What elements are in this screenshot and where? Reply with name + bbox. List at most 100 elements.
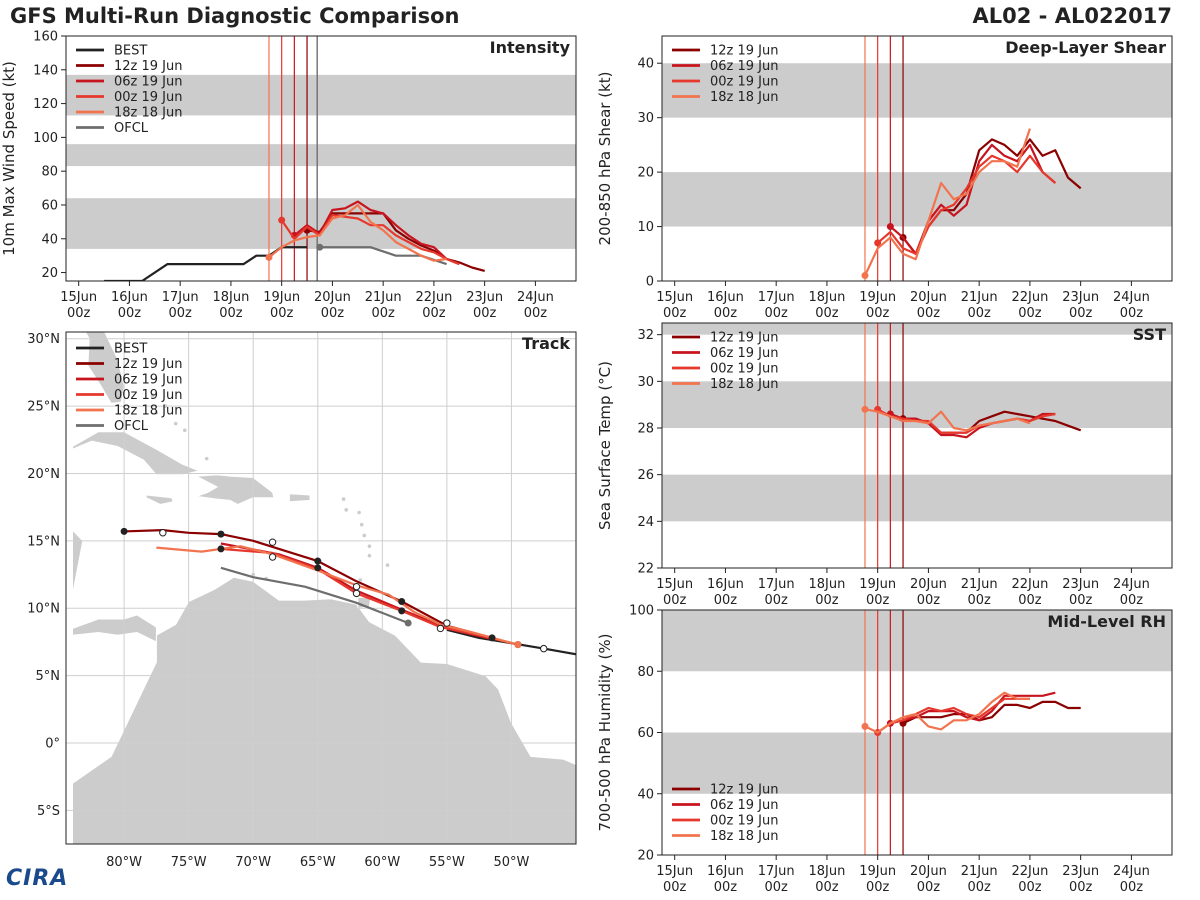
shear-ytick-label: 20: [637, 166, 654, 181]
sst-xtick-label: 00z: [815, 593, 839, 608]
sst-xtick-label: 00z: [866, 593, 890, 608]
rh-legend-label: 06z 19 Jun: [710, 798, 779, 813]
shear-band: [662, 63, 1172, 118]
shear-ytick-label: 30: [637, 111, 654, 126]
track-lon-label: 80°W: [106, 855, 142, 870]
page-title: GFS Multi-Run Diagnostic Comparison: [10, 4, 460, 28]
sst-ytick-label: 32: [637, 328, 654, 343]
intensity-init-point-r00z: [278, 216, 286, 224]
intensity-xtick-label: 00z: [67, 306, 91, 321]
sst-series-r18z: [864, 408, 1031, 432]
track-point-filled: [217, 530, 225, 538]
intensity-xtick-label: 00z: [219, 306, 243, 321]
track-island: [344, 508, 348, 512]
rh-xtick-label: 22Jun: [1011, 864, 1048, 879]
shear-init-point-r18z: [861, 272, 869, 280]
rh-xtick-label: 23Jun: [1062, 864, 1099, 879]
intensity-xtick-label: 15Jun: [60, 290, 97, 305]
track-land: [72, 614, 157, 643]
shear-xtick-label: 00z: [866, 306, 890, 321]
intensity-xtick-label: 17Jun: [162, 290, 199, 305]
track-series-r12z: [124, 528, 493, 639]
sst-xtick-label: 00z: [917, 593, 941, 608]
sst-legend-label: 12z 19 Jun: [710, 331, 779, 346]
shear-band: [662, 172, 1172, 227]
intensity-ytick-label: 160: [33, 30, 58, 45]
track-point-filled: [314, 557, 322, 565]
intensity-xtick-label: 00z: [524, 306, 548, 321]
track-island: [154, 411, 159, 415]
rh-plot-area: [662, 610, 1172, 855]
track-land: [194, 474, 275, 506]
rh-ylabel: 700-500 hPa Humidity (%): [596, 633, 614, 831]
cira-logo: CIRA: [6, 866, 69, 891]
track-island: [362, 533, 367, 538]
rh-ytick-label: 60: [637, 726, 654, 741]
track-island: [359, 522, 364, 527]
sst-init-point-r18z: [861, 405, 869, 413]
shear-ytick-label: 40: [637, 57, 654, 72]
rh-xtick-label: 00z: [815, 880, 839, 895]
track-frame: [65, 331, 577, 845]
track-series-r00z: [220, 547, 519, 646]
sst-xtick-label: 18Jun: [808, 577, 845, 592]
track-point-open: [540, 644, 548, 653]
intensity-legend-label: 12z 19 Jun: [114, 59, 183, 74]
intensity-series-r00z: [280, 214, 460, 266]
sst-title: SST: [1133, 325, 1166, 344]
rh-band: [662, 732, 1172, 794]
rh-xtick-label: 20Jun: [910, 864, 947, 879]
shear-legend-label: 18z 18 Jun: [710, 90, 779, 105]
sst-xtick-label: 00z: [1120, 593, 1144, 608]
track-legend-label: OFCL: [114, 419, 149, 434]
sst-xtick-label: 15Jun: [656, 577, 693, 592]
rh-xtick-label: 15Jun: [656, 864, 693, 879]
sst-xtick-label: 00z: [764, 593, 788, 608]
sst-xtick-label: 21Jun: [961, 577, 998, 592]
track-island: [367, 544, 372, 549]
sst-xtick-label: 00z: [714, 593, 738, 608]
sst-ytick-label: 22: [637, 562, 654, 577]
sst-xtick-label: 23Jun: [1062, 577, 1099, 592]
sst-xtick-label: 16Jun: [707, 577, 744, 592]
track-lat-label: 5°S: [37, 804, 60, 819]
sst-xtick-label: 20Jun: [910, 577, 947, 592]
track-lon-label: 75°W: [171, 855, 207, 870]
sst-xtick-label: 00z: [967, 593, 991, 608]
track-point-open: [159, 529, 167, 537]
intensity-legend-label: OFCL: [114, 121, 149, 136]
shear-series-r00z: [876, 154, 1057, 255]
track-lon-label: 70°W: [235, 855, 271, 870]
sst-xtick-label: 22Jun: [1011, 577, 1048, 592]
intensity-ofcl-point: [316, 243, 324, 251]
rh-xtick-label: 24Jun: [1113, 864, 1150, 879]
track-land: [84, 332, 125, 404]
rh-xtick-label: 21Jun: [961, 864, 998, 879]
intensity-xtick-label: 22Jun: [415, 290, 452, 305]
intensity-band: [66, 74, 576, 116]
intensity-title: Intensity: [490, 38, 571, 57]
shear-xtick-label: 00z: [1018, 306, 1042, 321]
shear-legend-label: 06z 19 Jun: [710, 59, 779, 74]
intensity-band: [66, 198, 576, 249]
sst-xtick-label: 19Jun: [859, 577, 896, 592]
shear-xtick-label: 00z: [967, 306, 991, 321]
rh-title: Mid-Level RH: [1047, 612, 1166, 631]
shear-init-point-r06z: [886, 223, 894, 231]
track-panel: 80°W 75°W 70°W 65°W 60°W 55°W 50°W 5°S 0° 5°N 10°N…: [27, 331, 577, 870]
track-island: [204, 456, 209, 461]
sst-legend-label: 06z 19 Jun: [710, 346, 779, 361]
intensity-xtick-label: 00z: [118, 306, 142, 321]
intensity-xtick-label: 00z: [270, 306, 294, 321]
rh-xtick-label: 00z: [967, 880, 991, 895]
rh-xtick-label: 00z: [1018, 880, 1042, 895]
intensity-series-r18z: [268, 203, 447, 262]
track-lat-label: 0°: [45, 736, 60, 751]
rh-ytick-label: 40: [637, 787, 654, 802]
rh-ytick-label: 20: [637, 849, 654, 864]
intensity-plot-area: [66, 36, 576, 281]
intensity-xtick-label: 00z: [321, 306, 345, 321]
track-land: [288, 493, 311, 503]
track-legend-label: 18z 18 Jun: [114, 404, 183, 419]
intensity-xtick-label: 18Jun: [212, 290, 249, 305]
